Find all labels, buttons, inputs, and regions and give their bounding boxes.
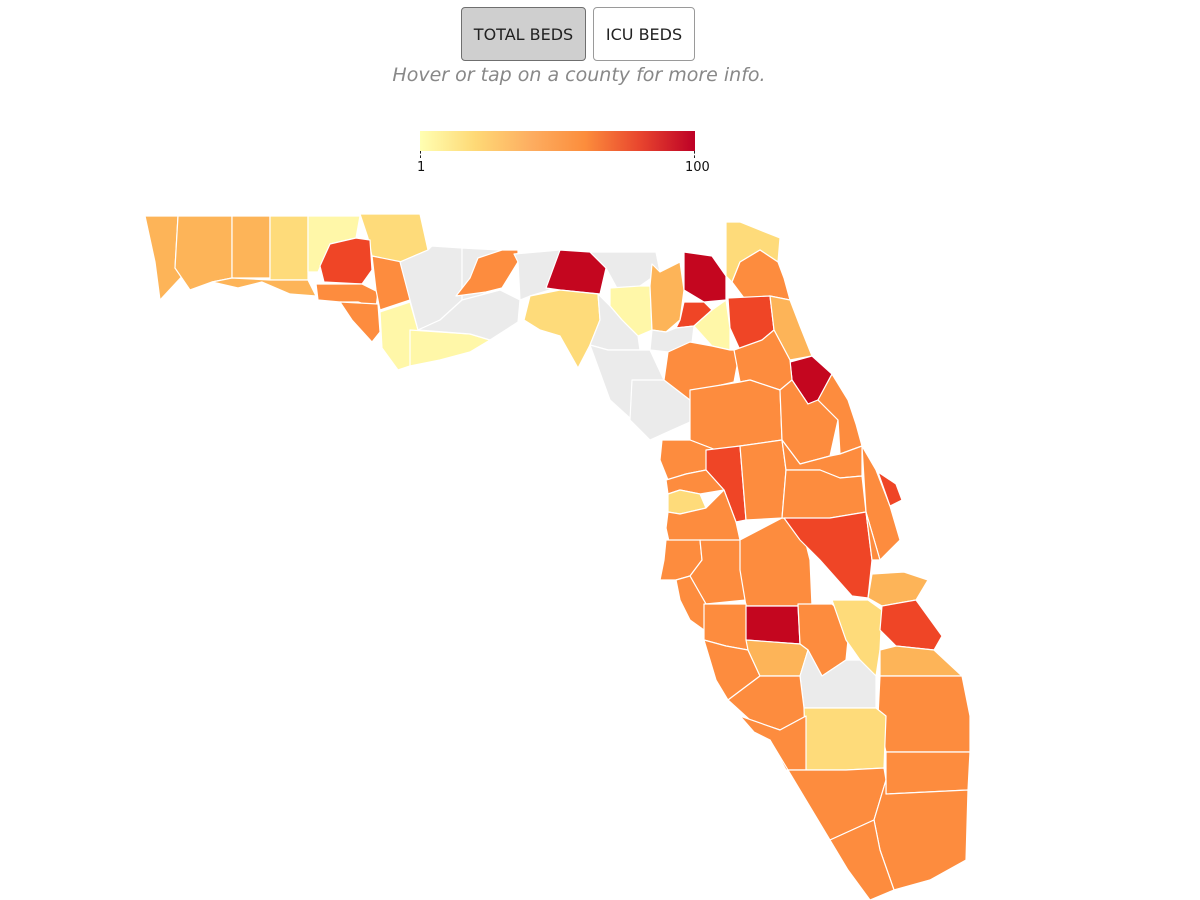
county-region[interactable] — [339, 301, 381, 343]
county-region[interactable] — [829, 819, 895, 900]
county-region[interactable] — [523, 289, 601, 369]
legend-min-label: 1 — [417, 160, 426, 175]
county-region[interactable] — [745, 605, 801, 645]
county-region[interactable] — [739, 439, 787, 521]
icu-beds-button[interactable]: ICU BEDS — [593, 7, 695, 61]
county-region[interactable] — [865, 511, 881, 561]
total-beds-button[interactable]: TOTAL BEDS — [461, 7, 586, 61]
county-region[interactable] — [683, 251, 727, 303]
county-region[interactable] — [417, 289, 521, 341]
county-region[interactable] — [831, 599, 883, 677]
county-region[interactable] — [665, 489, 741, 547]
county-region[interactable] — [803, 707, 887, 771]
county-region[interactable] — [269, 215, 309, 281]
county-region[interactable] — [781, 469, 867, 521]
county-region[interactable] — [689, 379, 783, 451]
legend-max-tick — [694, 151, 695, 158]
county-region[interactable] — [211, 277, 317, 297]
county-region[interactable] — [879, 645, 963, 677]
county-region[interactable] — [867, 571, 929, 607]
county-region[interactable] — [231, 215, 271, 279]
county-region[interactable] — [879, 599, 943, 651]
county-region[interactable] — [174, 215, 233, 291]
county-region[interactable] — [885, 751, 971, 795]
county-region[interactable] — [455, 249, 519, 297]
color-legend: 1 100 — [400, 125, 730, 185]
county-region[interactable] — [817, 373, 863, 455]
county-region[interactable] — [877, 675, 971, 753]
hover-hint: Hover or tap on a county for more info. — [392, 64, 766, 86]
legend-min-tick — [420, 151, 421, 158]
legend-max-label: 100 — [685, 160, 710, 175]
county-region[interactable] — [877, 471, 903, 507]
county-region[interactable] — [319, 237, 373, 285]
legend-gradient-bar — [420, 131, 695, 151]
